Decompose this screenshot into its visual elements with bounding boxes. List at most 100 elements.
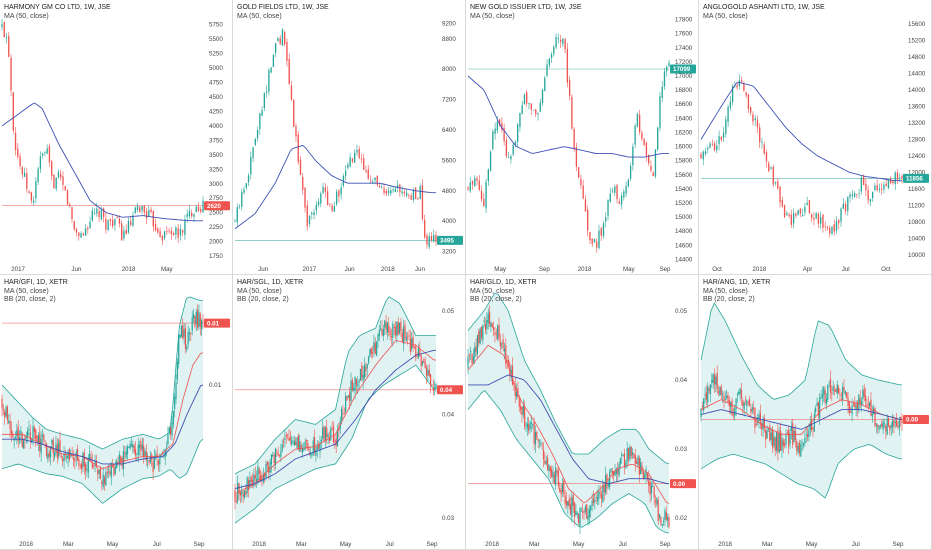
candle-down (170, 427, 172, 435)
candle-up (58, 442, 60, 457)
candle-up (171, 422, 173, 436)
candle-up (831, 226, 833, 234)
candle-down (599, 492, 601, 493)
candle-up (102, 474, 104, 488)
candle-down (826, 226, 829, 228)
candle-down (60, 455, 62, 457)
y-tick-label: 4500 (209, 94, 223, 101)
x-tick-label: May (806, 541, 819, 548)
y-tick-label: 17800 (675, 17, 693, 24)
candle-down (509, 363, 511, 375)
candle-up (347, 164, 349, 169)
candle-up (320, 193, 322, 204)
candle-up (899, 177, 901, 179)
candle-down (765, 152, 768, 162)
candle-down (133, 445, 135, 453)
candle-up (492, 131, 494, 150)
candle-up (734, 408, 736, 416)
candle-up (726, 395, 728, 398)
chart-panel: 0.05 0.04 0.03 0.02 0.00 2018 Mar May Jul Sep HAR/… (466, 275, 699, 550)
candle-up (712, 374, 714, 383)
ma-line (234, 144, 436, 230)
candle-up (474, 178, 476, 187)
candle-down (182, 325, 184, 339)
candle-down (654, 500, 657, 503)
candle-up (785, 434, 787, 445)
candle-up (562, 38, 564, 45)
candle-down (12, 434, 14, 438)
indicator-label: BB (20, close, 2) (4, 296, 56, 303)
indicator-label: BB (20, close, 2) (237, 296, 289, 303)
candle-down (101, 481, 103, 484)
candle-down (413, 346, 416, 348)
x-tick-label: 2018 (19, 541, 33, 548)
candle-down (750, 409, 752, 413)
candle-down (844, 203, 847, 212)
candle-up (634, 125, 636, 145)
candle-down (428, 369, 430, 377)
candle-up (46, 148, 48, 154)
candle-up (590, 505, 592, 511)
candle-down (779, 430, 782, 451)
y-tick-label: 10400 (908, 235, 926, 242)
candle-up (116, 461, 118, 468)
x-tick-label: 2018 (752, 266, 766, 273)
candle-up (707, 386, 709, 403)
candle-down (648, 478, 650, 486)
y-tick-label: 8000 (442, 66, 456, 73)
candle-down (799, 208, 802, 214)
price-tag (903, 414, 929, 424)
candle-down (251, 479, 254, 485)
candle-up (571, 497, 573, 517)
candle-up (842, 386, 844, 400)
candle-up (130, 444, 133, 447)
x-tick-label: Jul (852, 541, 860, 548)
candle-down (62, 176, 64, 185)
candle-down (430, 374, 432, 386)
candle-up (636, 114, 639, 127)
candle-up (49, 446, 52, 458)
bb-basis-line (700, 399, 903, 435)
y-tick-label: 0.05 (442, 308, 455, 315)
candle-up (354, 152, 356, 163)
candle-down (33, 427, 35, 432)
candle-up (625, 462, 627, 468)
candle-up (316, 446, 318, 450)
candle-down (559, 488, 561, 492)
candle-down (798, 442, 801, 453)
x-tick-label: Oct (712, 266, 722, 273)
candle-up (842, 203, 844, 209)
candle-up (118, 454, 120, 464)
candle-up (386, 322, 389, 333)
candle-down (578, 514, 580, 523)
candle-down (376, 175, 378, 185)
candle-up (345, 395, 347, 412)
candle-up (277, 38, 279, 41)
candle-down (777, 181, 779, 189)
candle-down (383, 188, 385, 193)
candle-up (800, 443, 802, 457)
candle-up (801, 214, 804, 216)
candle-up (350, 380, 352, 401)
candle-down (494, 332, 496, 335)
candle-up (821, 394, 824, 398)
candle-up (98, 470, 100, 474)
candle-down (900, 417, 902, 420)
bb-fill (701, 303, 902, 498)
candle-down (514, 385, 516, 397)
candle-down (582, 511, 584, 513)
candle-down (83, 452, 85, 467)
candle-up (357, 384, 359, 387)
candle-down (893, 420, 895, 427)
candle-up (82, 453, 84, 467)
candle-down (728, 400, 730, 407)
y-tick-label: 15000 (675, 214, 693, 221)
candle-up (828, 382, 830, 384)
candle-down (480, 190, 483, 200)
y-tick-label: 14800 (908, 54, 926, 61)
candle-down (234, 489, 236, 503)
candle-up (804, 206, 806, 213)
x-tick-label: Mar (762, 541, 773, 548)
candle-down (331, 205, 333, 211)
candle-down (788, 430, 790, 447)
